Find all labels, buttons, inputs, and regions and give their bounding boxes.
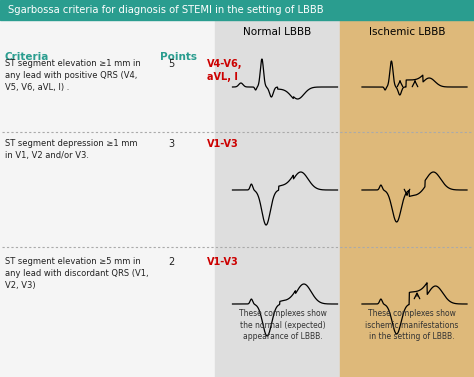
- Text: V4-V6,
aVL, I: V4-V6, aVL, I: [207, 59, 243, 82]
- Text: ST segment depression ≥1 mm
in V1, V2 and/or V3.: ST segment depression ≥1 mm in V1, V2 an…: [5, 139, 137, 160]
- Text: ST segment elevation ≥1 mm in
any lead with positive QRS (V4,
V5, V6, aVL, I) .: ST segment elevation ≥1 mm in any lead w…: [5, 59, 141, 92]
- Text: 2: 2: [168, 257, 174, 267]
- Text: V1-V3: V1-V3: [207, 257, 239, 267]
- Text: ST segment elevation ≥5 mm in
any lead with discordant QRS (V1,
V2, V3): ST segment elevation ≥5 mm in any lead w…: [5, 257, 149, 290]
- Text: These complexes show
the normal (expected)
appearance of LBBB.: These complexes show the normal (expecte…: [238, 309, 327, 341]
- Bar: [340, 20, 474, 377]
- Text: 3: 3: [168, 139, 174, 149]
- Text: Sgarbossa criteria for diagnosis of STEMI in the setting of LBBB: Sgarbossa criteria for diagnosis of STEM…: [8, 5, 324, 15]
- Text: V1-V3: V1-V3: [207, 139, 239, 149]
- Bar: [0, 0, 474, 20]
- Text: These complexes show
ischemic manifestations
in the setting of LBBB.: These complexes show ischemic manifestat…: [365, 309, 459, 341]
- Bar: [215, 20, 340, 377]
- Text: Ischemic LBBB: Ischemic LBBB: [369, 27, 445, 37]
- Text: Normal LBBB: Normal LBBB: [243, 27, 311, 37]
- Text: Points: Points: [160, 52, 197, 62]
- Text: Criteria: Criteria: [5, 52, 49, 62]
- Text: 5: 5: [168, 59, 174, 69]
